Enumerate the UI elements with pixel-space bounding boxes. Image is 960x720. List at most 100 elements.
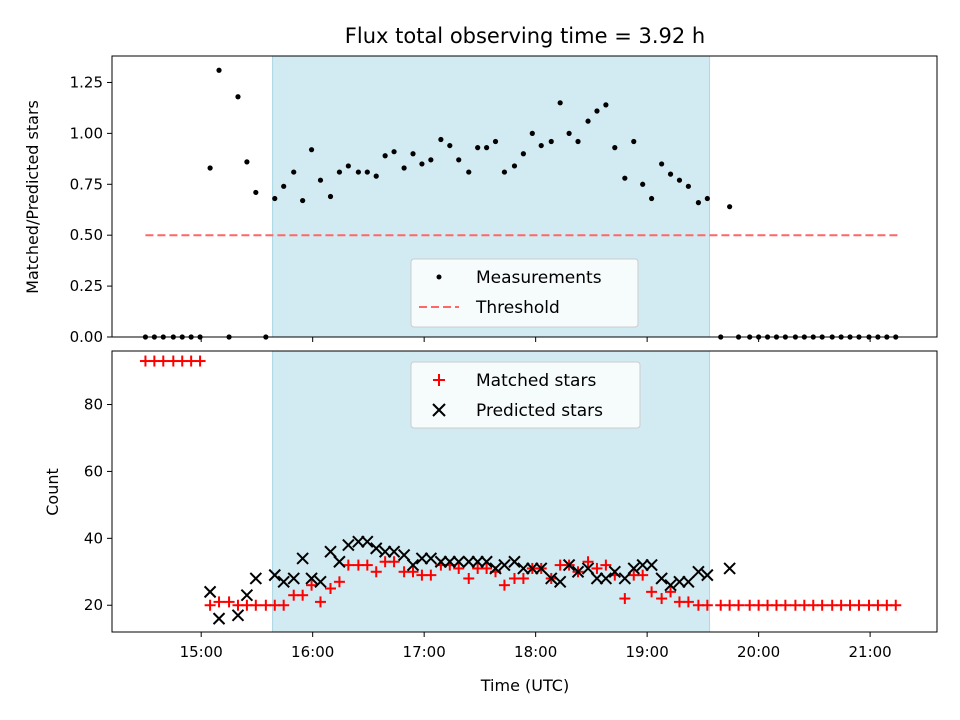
predicted-star-mark [562, 558, 576, 572]
x-tick-label: 21:00 [848, 643, 891, 661]
matched-star-point [637, 569, 649, 581]
predicted-star-mark [535, 562, 548, 575]
predicted-star-mark [277, 575, 290, 589]
predicted-star-mark [590, 572, 604, 585]
matched-star-point [325, 583, 337, 595]
predicted-star-point [581, 562, 595, 575]
predicted-star-point [664, 578, 677, 592]
predicted-star-point [462, 555, 475, 568]
matched-star-point [407, 566, 419, 578]
measurement-point [603, 102, 609, 108]
predicted-star-mark [627, 562, 640, 575]
predicted-star-mark [314, 575, 327, 589]
predicted-star-mark [406, 558, 420, 572]
matched-star-point [342, 559, 354, 571]
measurement-point [345, 163, 351, 169]
predicted-star-point [212, 612, 226, 625]
predicted-star-mark [498, 558, 511, 572]
matched-star-point [890, 599, 902, 611]
predicted-star-mark [370, 542, 383, 555]
matched-star-point [517, 572, 529, 584]
measurement-point [216, 67, 222, 73]
matched-star-point [481, 562, 493, 574]
predicted-star-point [545, 572, 558, 585]
predicted-star-point [240, 588, 254, 602]
legend-measurements-marker [436, 274, 442, 280]
measurement-point [631, 138, 637, 145]
predicted-star-mark [231, 609, 245, 622]
predicted-star-mark [462, 555, 475, 568]
top-panel-y-tick-label: 0.50 [70, 226, 103, 244]
measurement-point [727, 204, 733, 210]
measurement-point [612, 145, 618, 151]
top-panel-y-tick-label: 0.25 [70, 277, 103, 295]
matched-star-point [646, 586, 658, 598]
matched-star-point [297, 589, 309, 601]
measurement-point [648, 195, 655, 202]
matched-star-point [582, 556, 594, 568]
predicted-star-point [526, 562, 539, 575]
x-tick-label: 19:00 [626, 643, 669, 661]
matched-star-point [194, 355, 206, 367]
predicted-star-mark [387, 545, 401, 558]
matched-star-point [701, 599, 713, 611]
predicted-star-mark [424, 552, 438, 565]
x-tick-label: 16:00 [291, 643, 334, 661]
bottom-panel-frame [111, 350, 938, 633]
predicted-star-point [508, 555, 521, 568]
measurement-point [566, 130, 572, 136]
matched-star-point [157, 355, 169, 367]
measurement-point [667, 171, 674, 177]
predicted-star-point [608, 565, 622, 578]
predicted-star-mark [268, 568, 281, 582]
predicted-star-mark [682, 575, 695, 589]
predicted-star-point [352, 535, 365, 548]
predicted-star-mark [434, 555, 448, 568]
predicted-star-mark [287, 572, 300, 585]
measurement-point [327, 193, 334, 200]
predicted-star-mark [581, 562, 595, 575]
top-panel-y-axis-label: Matched/Predicted stars [23, 100, 42, 294]
measurement-point [659, 161, 665, 167]
matched-star-point [314, 596, 326, 608]
measurement-point [685, 183, 691, 189]
predicted-star-point [361, 535, 374, 548]
predicted-star-mark [324, 545, 337, 558]
measurement-point [475, 145, 481, 151]
top-panel-y-tick-label: 0.00 [70, 328, 103, 346]
predicted-star-point [406, 558, 420, 572]
predicted-star-point [305, 572, 318, 585]
predicted-star-mark [517, 562, 530, 575]
matched-star-point [453, 562, 465, 574]
measurement-point [401, 165, 407, 171]
predicted-star-point [618, 572, 632, 585]
legend-predicted-marker [432, 403, 446, 417]
predicted-star-point [231, 609, 245, 622]
measurement-point [447, 142, 453, 149]
predicted-star-mark [296, 552, 309, 565]
matched-star-point [204, 599, 216, 611]
measurement-point [529, 130, 535, 136]
predicted-star-point [370, 542, 383, 555]
matched-star-point [665, 586, 677, 598]
bottom-panel-y-tick-label: 20 [84, 596, 103, 614]
predicted-star-mark [240, 588, 254, 602]
matched-star-point [213, 596, 225, 608]
predicted-star-mark [571, 565, 585, 578]
predicted-star-point [535, 562, 548, 575]
measurement-point [511, 163, 518, 169]
predicted-star-mark [701, 568, 714, 582]
measurement-point [308, 147, 315, 153]
predicted-star-point [480, 555, 493, 568]
predicted-star-point [682, 575, 695, 589]
measurement-point [291, 169, 297, 175]
predicted-star-mark [415, 552, 429, 565]
matched-star-point [733, 599, 745, 611]
matched-star-point [779, 599, 791, 611]
matched-star-point [853, 599, 865, 611]
measurement-point [428, 157, 434, 163]
measurement-point [483, 145, 490, 151]
predicted-star-point [498, 558, 511, 572]
measurement-point [419, 161, 425, 167]
